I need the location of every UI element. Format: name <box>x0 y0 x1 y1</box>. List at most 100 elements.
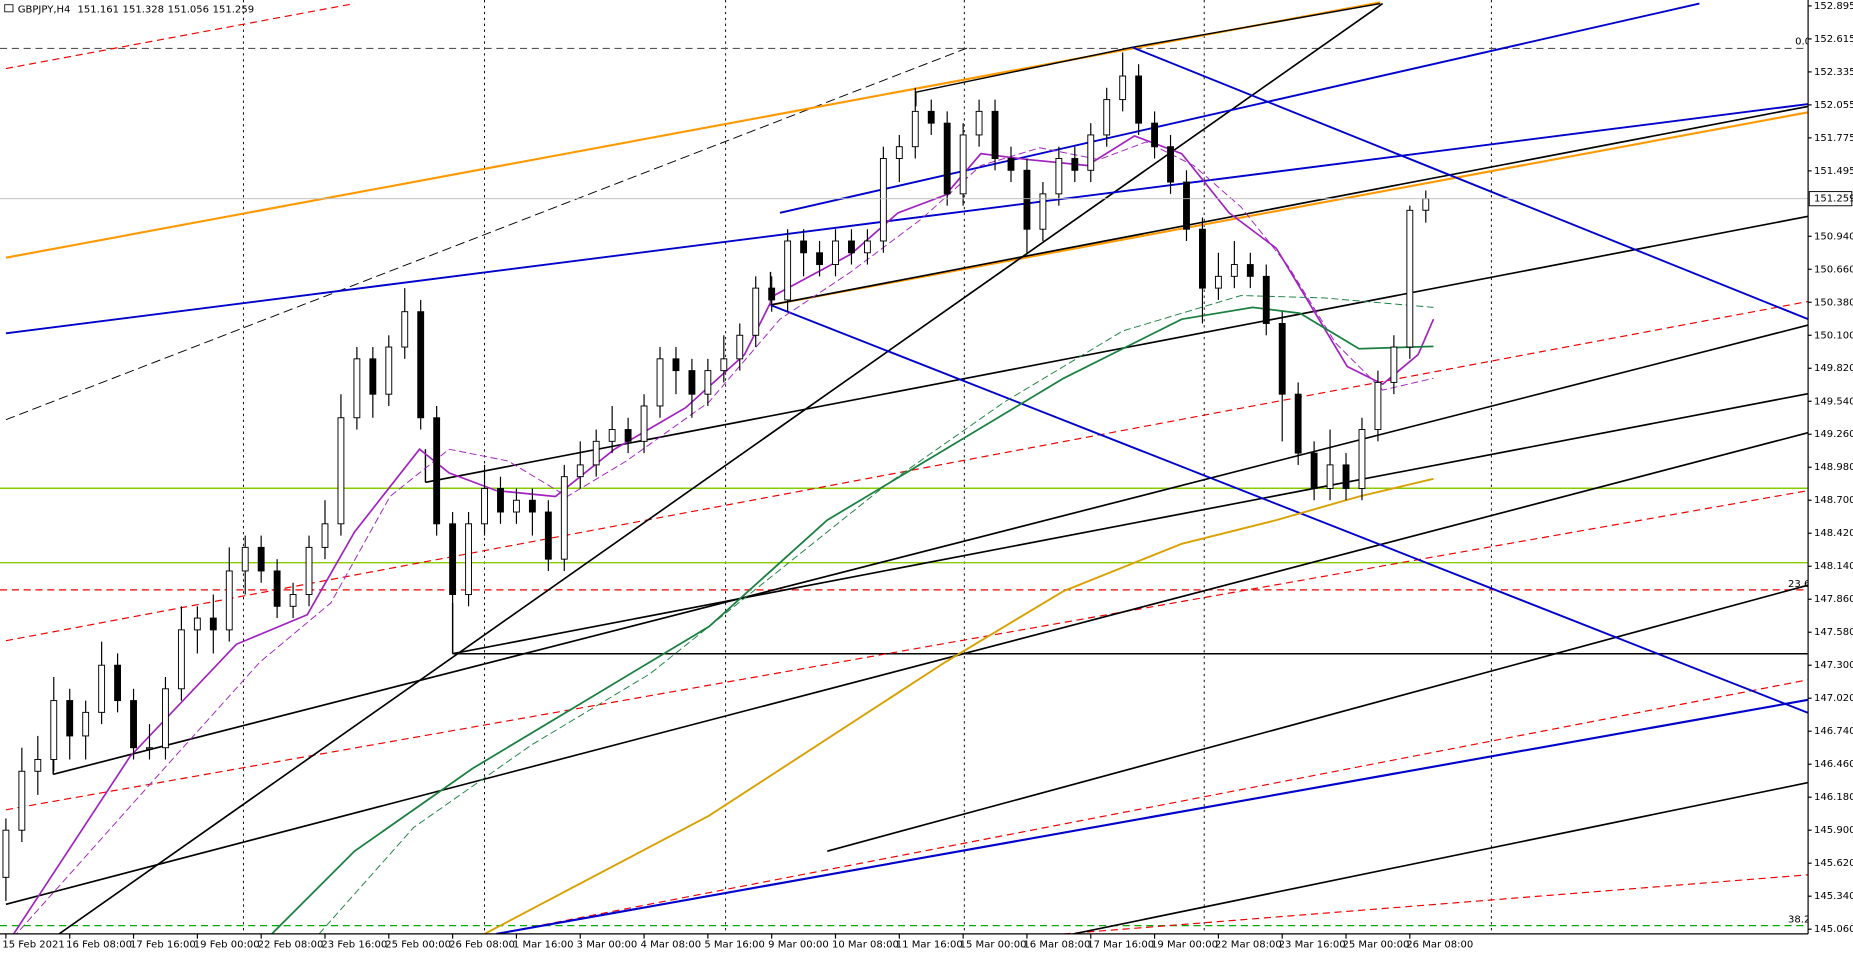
trend-line <box>496 679 1809 934</box>
trend-line <box>5 431 1809 906</box>
candle-body <box>82 711 90 737</box>
y-tick-label: 147.580 <box>1814 627 1853 638</box>
trend-line <box>425 215 1809 484</box>
plot-area: 0.0 23.6 38.2 <box>0 0 1811 934</box>
y-tick-label: 148.700 <box>1814 495 1853 506</box>
info-value: 151.259 <box>213 4 254 15</box>
candle-body <box>1246 264 1254 277</box>
candle-body <box>640 405 648 442</box>
candle-body <box>385 346 393 395</box>
candle-body <box>417 311 425 419</box>
candle-body <box>2 829 10 878</box>
x-tick-label: 19 Feb 00:00 <box>194 940 260 951</box>
candle-body <box>162 688 169 749</box>
candle-body <box>1071 158 1079 171</box>
candle-body <box>608 429 616 442</box>
candle-body <box>481 487 488 525</box>
y-tick-label: 152.895 <box>1814 1 1853 12</box>
candle-body <box>1262 275 1270 324</box>
trend-line <box>5 300 1809 642</box>
x-tick-label: 25 Feb 00:00 <box>385 940 451 951</box>
trend-line <box>915 46 1133 93</box>
candle-body <box>1294 393 1302 454</box>
x-tick-label: 16 Feb 08:00 <box>66 940 132 951</box>
y-tick-label: 150.940 <box>1814 231 1853 242</box>
candle-body <box>975 110 983 136</box>
candle-body <box>800 240 808 254</box>
candle-body <box>146 747 153 750</box>
candle-body <box>576 464 584 478</box>
candle-body <box>1310 452 1318 489</box>
fib-level-label: 38.2 <box>1788 915 1810 926</box>
candle-body <box>784 240 792 301</box>
trend-line <box>5 1 1381 259</box>
y-tick-label: 145.060 <box>1814 924 1853 935</box>
current-price-label: 151.259 <box>1814 194 1853 205</box>
current-price-box <box>1808 191 1853 207</box>
candle-body <box>1390 346 1398 383</box>
candle-body <box>959 134 967 195</box>
candle-body <box>50 700 58 760</box>
candle-body <box>289 594 297 607</box>
candle-body <box>241 546 249 572</box>
trend-line <box>5 103 1809 335</box>
candle-body <box>879 158 887 242</box>
candle-body <box>688 370 696 395</box>
x-tick-label: 15 Mar 00:00 <box>960 940 1027 951</box>
candle-body <box>209 617 217 631</box>
candle-body <box>768 287 776 301</box>
y-tick-label: 148.140 <box>1814 561 1853 572</box>
candle-body <box>1055 158 1063 195</box>
x-tick-label: 22 Mar 08:00 <box>1215 940 1282 951</box>
candle-body <box>911 110 919 148</box>
candle-body <box>114 664 122 702</box>
candle-body <box>465 523 472 595</box>
candle-body <box>18 770 26 831</box>
info-value: 151.161 <box>78 4 119 15</box>
axis-panel <box>1808 0 1853 954</box>
trend-line <box>452 392 1809 655</box>
x-tick-label: 4 Mar 08:00 <box>641 940 702 951</box>
info-value: 151.328 <box>123 4 164 15</box>
candle-body <box>1023 169 1031 230</box>
candle-body <box>449 523 457 595</box>
x-tick-label: 3 Mar 00:00 <box>577 940 638 951</box>
y-tick-label: 147.860 <box>1814 594 1853 605</box>
y-tick-label: 149.260 <box>1814 429 1853 440</box>
candle-body <box>1087 134 1095 171</box>
y-tick-label: 150.100 <box>1814 330 1853 341</box>
candle-body <box>832 240 839 266</box>
candle-body <box>848 240 855 254</box>
candle-body <box>991 110 999 159</box>
candle-body <box>1342 464 1350 489</box>
candle-body <box>1278 323 1286 395</box>
fib-level-label: 0.0 <box>1795 36 1811 47</box>
candle-body <box>193 617 201 631</box>
y-tick-label: 146.460 <box>1814 759 1853 770</box>
candle-body <box>672 358 680 372</box>
candle-body <box>1406 209 1414 348</box>
y-tick-label: 148.980 <box>1814 462 1853 473</box>
candle-body <box>1007 158 1015 171</box>
candle-body <box>895 146 903 159</box>
x-tick-label: 10 Mar 08:00 <box>832 940 899 951</box>
x-tick-label: 9 Mar 00:00 <box>768 940 829 951</box>
candle-body <box>927 110 935 124</box>
x-tick-label: 26 Mar 08:00 <box>1406 940 1473 951</box>
candle-body <box>433 417 441 525</box>
candle-body <box>592 440 600 466</box>
candle-body <box>720 358 728 372</box>
moving-average <box>15 141 1434 934</box>
candle-body <box>353 358 361 419</box>
candle-body <box>98 664 106 713</box>
y-tick-label: 147.020 <box>1814 693 1853 704</box>
trend-line <box>779 2 1700 214</box>
candle-body <box>305 546 313 595</box>
trend-line <box>52 324 1809 776</box>
moving-average <box>12 135 1435 934</box>
x-tick-label: 16 Mar 08:00 <box>1023 940 1090 951</box>
y-tick-label: 149.820 <box>1814 363 1853 374</box>
candle-body <box>704 370 712 395</box>
trend-line <box>1069 781 1809 934</box>
candle-body <box>943 122 951 195</box>
